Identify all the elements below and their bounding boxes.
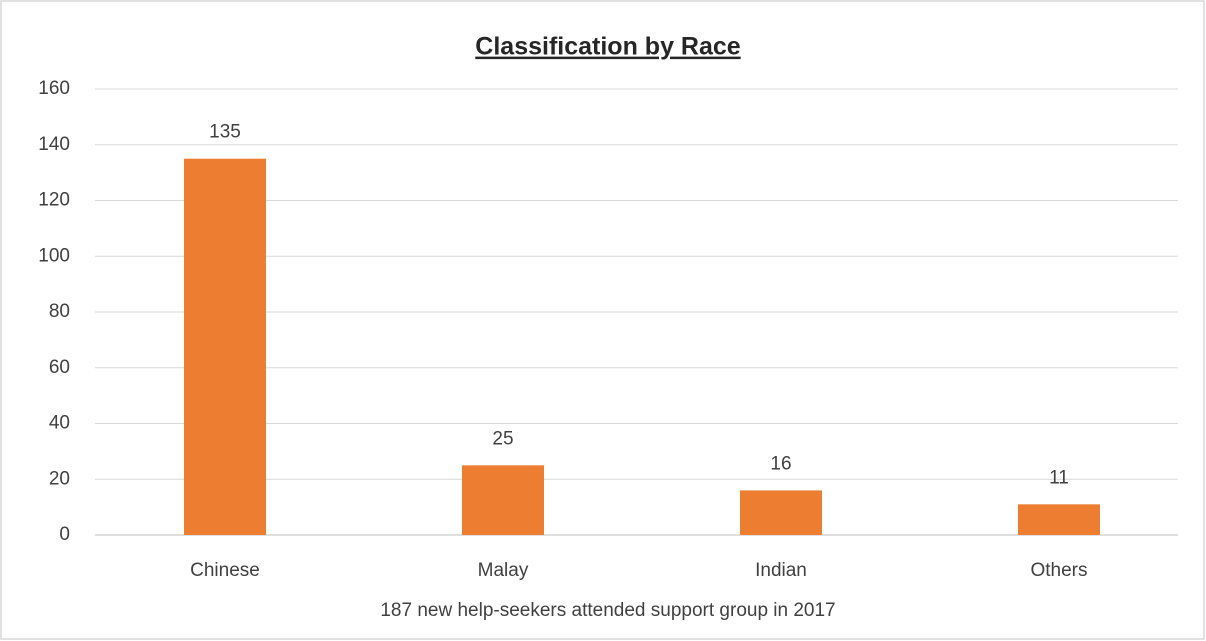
- data-label: 11: [1049, 467, 1069, 488]
- y-tick-label: 100: [38, 245, 70, 266]
- y-tick-label: 0: [59, 524, 70, 545]
- bar: [184, 158, 266, 535]
- x-tick-label: Chinese: [190, 560, 260, 581]
- bar: [740, 490, 822, 535]
- y-tick-label: 160: [38, 78, 70, 99]
- y-tick-label: 120: [38, 190, 70, 211]
- x-tick-label: Indian: [755, 560, 807, 581]
- x-axis-label: 187 new help-seekers attended support gr…: [380, 600, 835, 621]
- data-label: 16: [770, 453, 791, 474]
- bar: [1018, 504, 1100, 535]
- bar: [462, 465, 544, 535]
- y-tick-label: 80: [49, 301, 70, 322]
- y-tick-label: 60: [49, 357, 70, 378]
- x-tick-label: Others: [1030, 560, 1087, 581]
- chart-title: Classification by Race: [475, 33, 740, 61]
- y-tick-label: 20: [49, 468, 70, 489]
- y-tick-label: 40: [49, 413, 70, 434]
- x-tick-label: Malay: [478, 560, 529, 581]
- y-tick-label: 140: [38, 134, 70, 155]
- data-label: 135: [209, 122, 241, 143]
- data-label: 25: [492, 428, 513, 449]
